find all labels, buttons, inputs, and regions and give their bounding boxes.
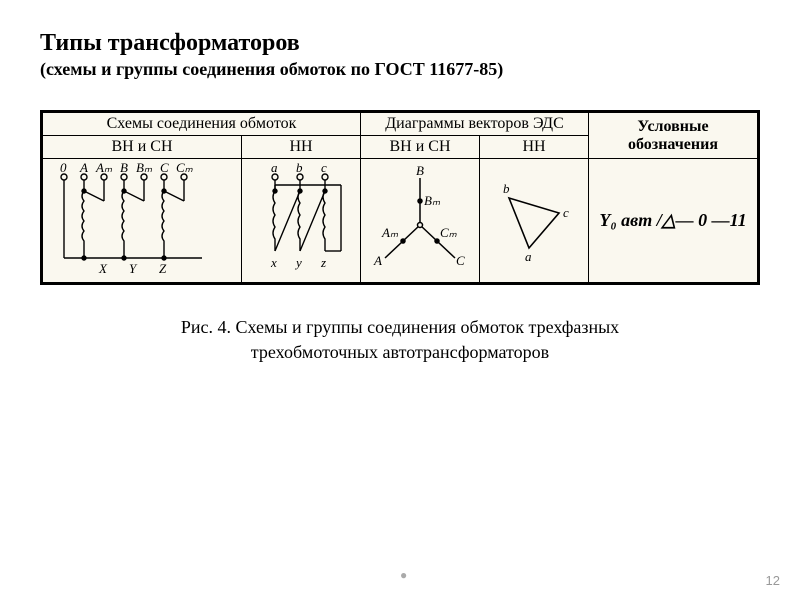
svg-text:C: C bbox=[456, 253, 465, 268]
svg-text:B: B bbox=[416, 163, 424, 178]
header-vectors: Диаграммы векторов ЭДС bbox=[361, 113, 589, 136]
hv-vector-diagram: B Bₘ A Aₘ C Cₘ bbox=[370, 163, 470, 278]
svg-text:a: a bbox=[271, 163, 278, 175]
cell-hv-scheme: 0 A Aₘ B Bₘ C Cₘ bbox=[43, 159, 242, 283]
svg-text:Z: Z bbox=[159, 261, 167, 276]
connection-notation: Y₀ авт /△— 0 —11 bbox=[599, 210, 746, 230]
cell-lv-vector: b c a bbox=[480, 159, 589, 283]
page-subtitle: (схемы и группы соединения обмоток по ГО… bbox=[40, 59, 760, 80]
svg-text:Bₘ: Bₘ bbox=[136, 163, 153, 175]
svg-text:c: c bbox=[563, 205, 569, 220]
caption-line-2: трехобмоточных автотрансформаторов bbox=[251, 342, 549, 362]
svg-text:b: b bbox=[296, 163, 303, 175]
svg-text:B: B bbox=[120, 163, 128, 175]
cell-hv-vector: B Bₘ A Aₘ C Cₘ bbox=[361, 159, 480, 283]
sub-hv-1: ВН и СН bbox=[43, 136, 242, 159]
svg-text:Aₘ: Aₘ bbox=[95, 163, 113, 175]
sub-hv-2: ВН и СН bbox=[361, 136, 480, 159]
svg-text:a: a bbox=[525, 249, 532, 264]
svg-text:A: A bbox=[373, 253, 382, 268]
lv-vector-diagram: b c a bbox=[489, 163, 579, 278]
caption-line-1: Рис. 4. Схемы и группы соединения обмото… bbox=[181, 317, 619, 337]
svg-text:b: b bbox=[503, 181, 510, 196]
svg-text:Cₘ: Cₘ bbox=[176, 163, 194, 175]
page-title: Типы трансформаторов bbox=[40, 30, 760, 57]
cell-notation: Y₀ авт /△— 0 —11 bbox=[589, 159, 758, 283]
svg-text:A: A bbox=[79, 163, 88, 175]
page-number: 12 bbox=[766, 573, 780, 588]
svg-text:X: X bbox=[98, 261, 108, 276]
svg-text:Bₘ: Bₘ bbox=[424, 193, 441, 208]
svg-text:C: C bbox=[160, 163, 169, 175]
lv-winding-diagram: a b c bbox=[251, 163, 351, 278]
svg-text:Cₘ: Cₘ bbox=[440, 225, 458, 240]
header-schemes: Схемы соединения обмоток bbox=[43, 113, 361, 136]
svg-text:0: 0 bbox=[60, 163, 67, 175]
header-notation: Условные обозначения bbox=[589, 113, 758, 159]
figure-caption: Рис. 4. Схемы и группы соединения обмото… bbox=[40, 315, 760, 365]
svg-text:Aₘ: Aₘ bbox=[381, 225, 399, 240]
svg-text:y: y bbox=[294, 255, 302, 270]
sub-lv-1: НН bbox=[242, 136, 361, 159]
svg-text:c: c bbox=[321, 163, 327, 175]
diagram-table: Схемы соединения обмоток Диаграммы векто… bbox=[40, 110, 760, 285]
cell-lv-scheme: a b c bbox=[242, 159, 361, 283]
svg-text:Y: Y bbox=[129, 261, 138, 276]
sub-lv-2: НН bbox=[480, 136, 589, 159]
svg-text:z: z bbox=[320, 255, 326, 270]
hv-winding-diagram: 0 A Aₘ B Bₘ C Cₘ bbox=[52, 163, 232, 278]
svg-text:x: x bbox=[270, 255, 277, 270]
footer-bullet: ● bbox=[400, 568, 407, 583]
